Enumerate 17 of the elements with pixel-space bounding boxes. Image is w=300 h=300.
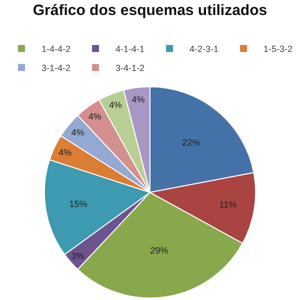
data-label: 11%	[219, 200, 237, 210]
legend-label: 4-1-4-1	[116, 44, 145, 54]
data-label: 15%	[69, 198, 88, 209]
data-label: 29%	[150, 246, 168, 256]
legend-label: 4-2-3-1	[190, 44, 219, 54]
data-label: 4%	[132, 94, 145, 104]
legend-label: 1-4-4-2	[42, 44, 71, 54]
data-label: 4%	[88, 111, 102, 122]
data-label: 4%	[108, 100, 122, 110]
legend-label: 3-1-4-2	[42, 63, 71, 74]
chart-title: Gráfico dos esquemas utilizados	[32, 2, 268, 19]
data-label: 3%	[71, 251, 84, 262]
data-label: 22%	[182, 138, 200, 148]
data-label: 4%	[71, 128, 84, 138]
data-label: 4%	[58, 147, 72, 158]
legend-label: 3-4-1-2	[116, 63, 145, 74]
legend-label: 1-5-3-2	[264, 44, 293, 54]
